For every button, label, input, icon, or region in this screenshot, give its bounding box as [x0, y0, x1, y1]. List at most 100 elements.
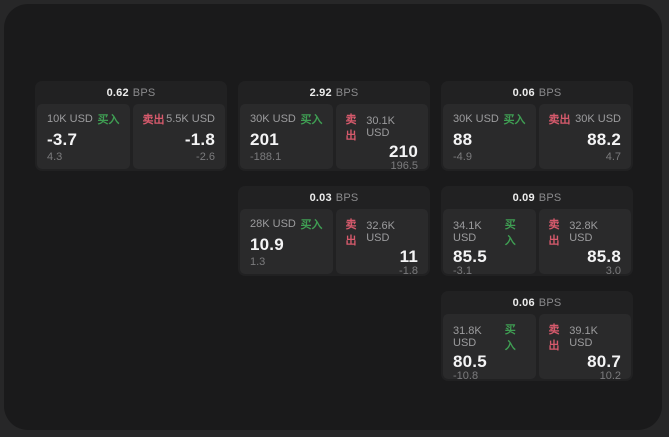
buy-side-label: 买入: [504, 324, 516, 352]
card-header: 0.03 BPS: [240, 186, 428, 209]
card-header: 0.09 BPS: [443, 186, 631, 209]
bps-unit: BPS: [538, 86, 562, 99]
buy-delta: -4.9: [453, 151, 472, 163]
sell-delta: -2.6: [196, 151, 215, 163]
sell-panel[interactable]: 卖出 30K USD 88.2 4.7: [538, 104, 631, 169]
sell-price: 11: [399, 247, 418, 266]
bps-unit: BPS: [538, 296, 562, 309]
buy-size: 31.8K USD: [453, 325, 482, 349]
buy-size: 34.1K USD: [453, 220, 482, 244]
buy-delta: -10.8: [453, 370, 479, 382]
buy-price: 201: [250, 129, 279, 149]
buy-price: 80.5: [453, 352, 487, 371]
bps-unit: BPS: [335, 86, 359, 99]
sell-delta: 4.7: [605, 151, 621, 163]
sell-panel-top: 卖出 5.5K USD: [143, 111, 216, 127]
buy-panel-top: 34.1K USD 买入: [453, 216, 526, 248]
sell-side-label: 卖出: [142, 114, 165, 126]
sell-price: 85.8: [587, 247, 621, 266]
bps-value: 0.09: [512, 191, 535, 204]
bps-value: 0.06: [512, 296, 535, 309]
sell-panel-top: 卖出 39.1K USD: [549, 321, 622, 353]
buy-side-label: 买入: [503, 114, 526, 126]
sell-side-label: 卖出: [548, 219, 560, 247]
bps-value: 0.03: [309, 191, 332, 204]
buy-side-label: 买入: [300, 219, 323, 231]
sell-side-label: 卖出: [345, 219, 357, 247]
sell-delta: 3.0: [605, 265, 621, 277]
bps-value: 0.62: [106, 86, 129, 99]
buy-panel[interactable]: 30K USD 买入 201 -188.1: [240, 104, 333, 169]
buy-panel-top: 30K USD 买入: [250, 111, 323, 127]
sell-panel[interactable]: 卖出 32.6K USD 11 -1.8: [335, 209, 428, 277]
card-header: 2.92 BPS: [240, 81, 428, 104]
buy-panel-top: 31.8K USD 买入: [453, 321, 526, 353]
buy-panel-top: 30K USD 买入: [453, 111, 526, 127]
sell-panel[interactable]: 卖出 5.5K USD -1.8 -2.6: [132, 104, 225, 169]
buy-panel[interactable]: 34.1K USD 买入 85.5 -3.1: [443, 209, 536, 277]
buy-delta: -3.1: [453, 265, 472, 277]
quote-card: 0.03 BPS 28K USD 买入 10.9 1.3 卖出 32.6K US…: [238, 186, 430, 277]
sell-delta: 196.5: [390, 160, 418, 172]
buy-panel[interactable]: 10K USD 买入 -3.7 4.3: [37, 104, 130, 169]
buy-size: 10K USD: [47, 113, 93, 125]
sell-price: -1.8: [184, 129, 215, 149]
sell-panel-top: 卖出 30K USD: [549, 111, 622, 127]
buy-panel[interactable]: 30K USD 买入 88 -4.9: [443, 104, 536, 169]
sell-side-label: 卖出: [548, 324, 560, 352]
buy-delta: 4.3: [47, 151, 63, 163]
sell-delta: 10.2: [599, 370, 621, 382]
cards-grid: 0.62 BPS 10K USD 买入 -3.7 4.3 卖出 5.5K USD: [35, 81, 633, 382]
sell-size: 5.5K USD: [166, 113, 215, 125]
sell-price: 210: [389, 142, 418, 161]
sell-size: 32.8K USD: [569, 220, 598, 244]
buy-side-label: 买入: [300, 114, 323, 126]
buy-price: -3.7: [47, 129, 78, 149]
sell-price: 80.7: [587, 352, 621, 371]
buy-price: 85.5: [453, 247, 487, 266]
app-window: 0.62 BPS 10K USD 买入 -3.7 4.3 卖出 5.5K USD: [4, 4, 662, 430]
quote-card: 0.06 BPS 31.8K USD 买入 80.5 -10.8 卖出 39.1…: [441, 291, 633, 382]
quote-card: 2.92 BPS 30K USD 买入 201 -188.1 卖出 30.1K …: [238, 81, 430, 172]
quote-panels: 30K USD 买入 88 -4.9 卖出 30K USD 88.2 4.7: [443, 104, 631, 169]
buy-price: 88: [453, 129, 473, 149]
sell-size: 39.1K USD: [569, 325, 598, 349]
buy-panel[interactable]: 31.8K USD 买入 80.5 -10.8: [443, 314, 536, 382]
sell-side-label: 卖出: [548, 114, 571, 126]
buy-size: 28K USD: [250, 218, 296, 230]
quote-card: 0.06 BPS 30K USD 买入 88 -4.9 卖出 30K USD: [441, 81, 633, 171]
card-header: 0.06 BPS: [443, 81, 631, 104]
sell-panel-top: 卖出 32.8K USD: [549, 216, 622, 248]
quote-panels: 34.1K USD 买入 85.5 -3.1 卖出 32.8K USD 85.8…: [443, 209, 631, 277]
quote-panels: 28K USD 买入 10.9 1.3 卖出 32.6K USD 11 -1.8: [240, 209, 428, 277]
sell-delta: -1.8: [399, 265, 418, 277]
sell-price: 88.2: [587, 129, 621, 149]
bps-value: 0.06: [512, 86, 535, 99]
card-header: 0.06 BPS: [443, 291, 631, 314]
buy-delta: -188.1: [250, 151, 282, 163]
bps-unit: BPS: [132, 86, 156, 99]
buy-size: 30K USD: [250, 113, 296, 125]
card-header: 0.62 BPS: [37, 81, 225, 104]
quote-panels: 10K USD 买入 -3.7 4.3 卖出 5.5K USD -1.8 -2.…: [37, 104, 225, 169]
sell-size: 32.6K USD: [366, 220, 395, 244]
quote-card: 0.09 BPS 34.1K USD 买入 85.5 -3.1 卖出 32.8K…: [441, 186, 633, 277]
sell-panel[interactable]: 卖出 39.1K USD 80.7 10.2: [538, 314, 631, 382]
quote-card: 0.62 BPS 10K USD 买入 -3.7 4.3 卖出 5.5K USD: [35, 81, 227, 171]
bps-value: 2.92: [309, 86, 332, 99]
buy-panel[interactable]: 28K USD 买入 10.9 1.3: [240, 209, 333, 274]
quote-panels: 31.8K USD 买入 80.5 -10.8 卖出 39.1K USD 80.…: [443, 314, 631, 382]
sell-size: 30.1K USD: [366, 115, 395, 139]
sell-panel-top: 卖出 32.6K USD: [346, 216, 419, 248]
sell-panel-top: 卖出 30.1K USD: [346, 111, 419, 143]
buy-size: 30K USD: [453, 113, 499, 125]
buy-side-label: 买入: [97, 114, 120, 126]
sell-size: 30K USD: [575, 113, 621, 125]
bps-unit: BPS: [335, 191, 359, 204]
buy-delta: 1.3: [250, 256, 266, 268]
quote-panels: 30K USD 买入 201 -188.1 卖出 30.1K USD 210 1…: [240, 104, 428, 172]
buy-panel-top: 10K USD 买入: [47, 111, 120, 127]
buy-side-label: 买入: [504, 219, 516, 247]
sell-panel[interactable]: 卖出 32.8K USD 85.8 3.0: [538, 209, 631, 277]
sell-panel[interactable]: 卖出 30.1K USD 210 196.5: [335, 104, 428, 172]
